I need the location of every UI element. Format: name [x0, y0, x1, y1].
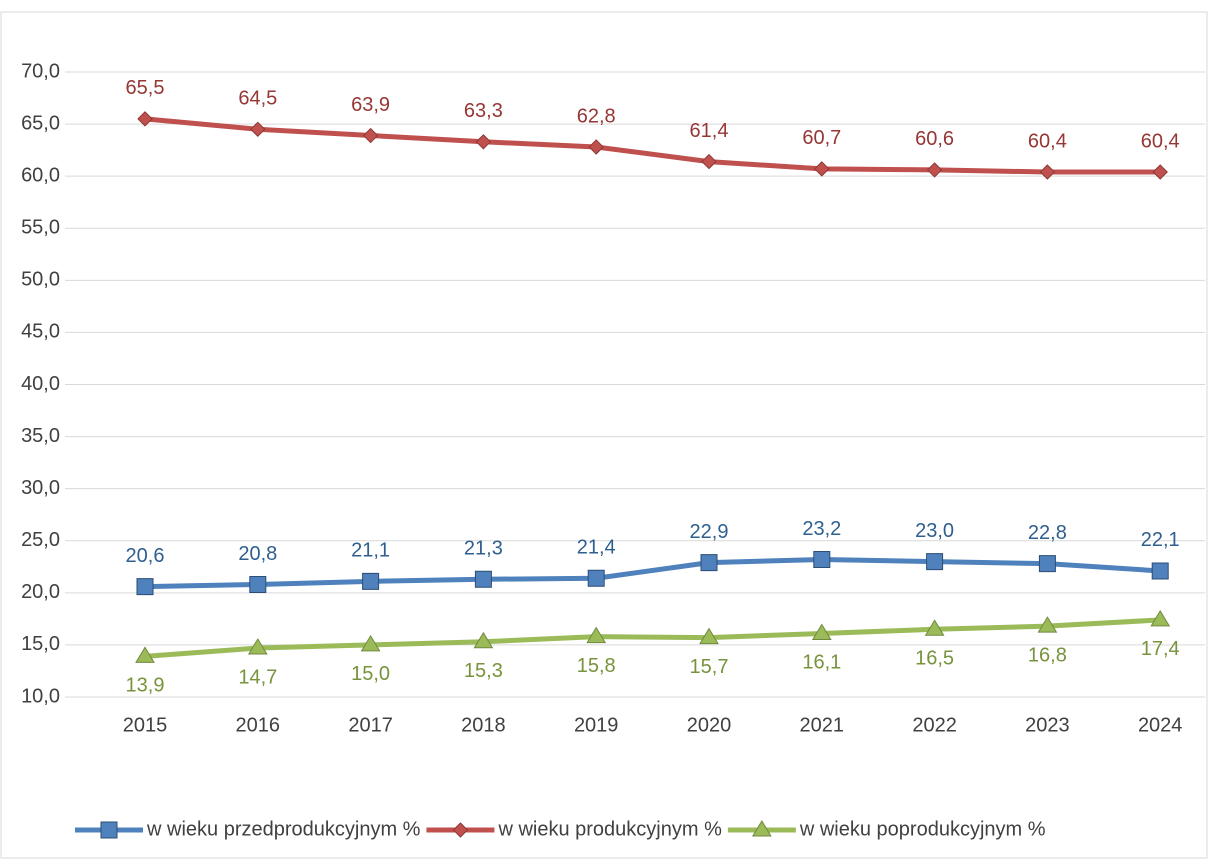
data-point — [250, 121, 266, 137]
data-label: 60,4 — [1028, 130, 1067, 152]
data-point — [249, 576, 267, 593]
legend-label: w wieku poprodukcyjnym % — [799, 818, 1046, 840]
data-label: 62,8 — [577, 105, 616, 127]
data-label: 15,3 — [464, 660, 503, 682]
y-tick-label: 55,0 — [21, 217, 60, 239]
data-point — [1150, 609, 1171, 627]
data-point — [813, 551, 831, 568]
data-label: 20,8 — [238, 543, 277, 565]
legend-label: w wieku produkcyjnym % — [497, 818, 722, 840]
y-tick-label: 40,0 — [21, 373, 60, 395]
x-tick-label: 2022 — [912, 714, 957, 736]
data-label: 15,0 — [351, 663, 390, 685]
x-tick-label: 2021 — [800, 714, 845, 736]
series-line — [144, 617, 1161, 659]
data-point — [926, 162, 943, 178]
x-tick-label: 2015 — [123, 714, 168, 736]
data-label: 60,6 — [915, 128, 954, 150]
data-point — [1038, 555, 1056, 573]
y-tick-label: 45,0 — [21, 321, 60, 343]
data-point — [247, 638, 268, 655]
data-point — [1152, 164, 1168, 180]
x-tick-label: 2016 — [236, 714, 281, 736]
x-tick-label: 2020 — [687, 714, 732, 736]
data-point — [926, 553, 944, 571]
data-label: 23,2 — [802, 518, 841, 540]
data-label: 65,5 — [126, 77, 165, 99]
data-point — [586, 626, 607, 644]
legend-marker — [751, 820, 772, 837]
legend-marker — [100, 821, 118, 839]
data-label: 63,9 — [351, 94, 390, 116]
data-point — [135, 646, 155, 663]
chart-border — [0, 11, 1208, 859]
series-line — [144, 557, 1161, 590]
data-point — [1039, 164, 1056, 180]
data-point — [1151, 562, 1169, 580]
y-tick-label: 25,0 — [21, 529, 60, 551]
y-tick-label: 65,0 — [21, 112, 60, 134]
data-label: 16,8 — [1028, 644, 1067, 666]
y-tick-label: 20,0 — [21, 581, 60, 603]
data-label: 16,1 — [802, 652, 841, 674]
data-label: 21,1 — [351, 540, 390, 562]
data-label: 63,3 — [464, 100, 503, 122]
y-tick-label: 10,0 — [21, 685, 60, 707]
data-point — [814, 161, 830, 177]
legend-label: w wieku przedprodukcyjnym % — [146, 818, 421, 840]
data-point — [474, 570, 492, 588]
data-label: 23,0 — [915, 520, 954, 542]
y-tick-label: 50,0 — [21, 269, 60, 291]
data-point — [700, 554, 718, 572]
data-label: 14,7 — [238, 666, 277, 688]
x-tick-label: 2017 — [348, 714, 393, 736]
data-label: 64,5 — [238, 88, 277, 110]
y-tick-label: 15,0 — [21, 633, 60, 655]
x-tick-label: 2018 — [461, 714, 506, 736]
data-point — [587, 569, 605, 587]
data-label: 22,8 — [1028, 522, 1067, 544]
data-point — [924, 619, 945, 636]
series-line — [144, 116, 1161, 175]
legend-marker — [452, 822, 469, 838]
data-label: 13,9 — [126, 675, 165, 697]
y-tick-label: 70,0 — [21, 60, 60, 82]
data-point — [699, 627, 719, 645]
data-label: 22,1 — [1141, 529, 1180, 551]
x-tick-label: 2019 — [574, 714, 619, 736]
y-tick-label: 60,0 — [21, 164, 60, 186]
data-point — [360, 634, 381, 652]
data-point — [701, 153, 717, 170]
data-label: 16,5 — [915, 648, 954, 670]
data-point — [475, 134, 492, 150]
data-label: 20,6 — [126, 545, 165, 567]
data-label: 17,4 — [1141, 638, 1180, 660]
data-point — [136, 578, 154, 596]
x-tick-label: 2023 — [1025, 714, 1070, 736]
x-tick-label: 2024 — [1138, 714, 1183, 736]
data-label: 21,4 — [577, 537, 616, 559]
data-label: 21,3 — [464, 538, 503, 560]
data-point — [588, 139, 604, 155]
data-label: 61,4 — [690, 120, 729, 142]
data-point — [811, 623, 832, 640]
data-point — [473, 631, 494, 649]
data-label: 60,7 — [802, 127, 841, 149]
data-label: 60,4 — [1141, 130, 1180, 152]
data-label: 15,8 — [577, 655, 616, 677]
data-label: 22,9 — [690, 521, 729, 543]
y-tick-label: 30,0 — [21, 477, 60, 499]
data-point — [362, 572, 380, 590]
data-point — [137, 111, 153, 127]
data-point — [362, 127, 379, 144]
data-label: 15,7 — [690, 656, 729, 678]
y-tick-label: 35,0 — [21, 425, 60, 447]
data-point — [1037, 616, 1058, 633]
